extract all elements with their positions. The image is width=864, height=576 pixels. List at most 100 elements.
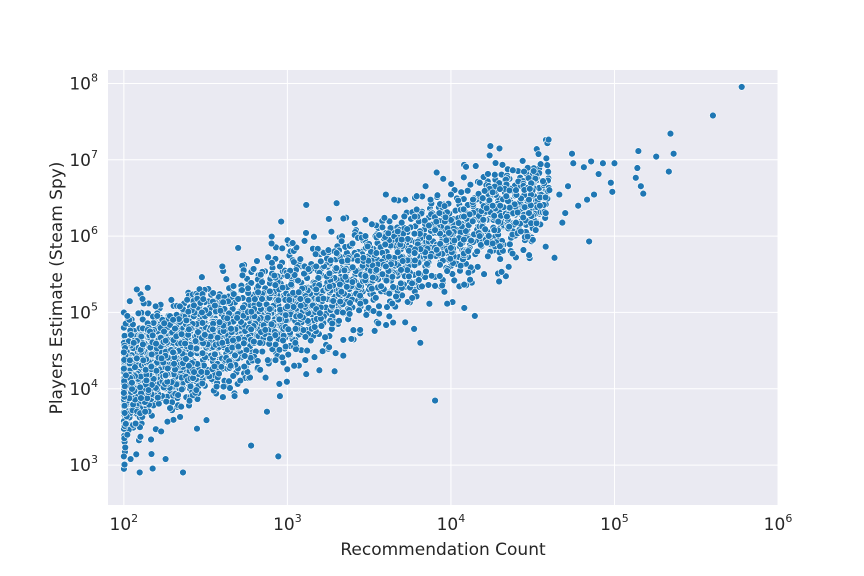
data-point [144,284,152,292]
data-point [431,396,439,405]
data-point [610,159,619,167]
data-point [218,339,227,347]
data-point [436,272,444,280]
data-point [281,311,290,319]
data-point [446,255,454,263]
data-point [288,239,297,247]
y-tick-label: 105 [69,300,98,323]
data-point [423,260,431,268]
data-point [385,217,394,226]
data-point [494,217,502,226]
x-tick-label: 106 [764,512,793,535]
data-point [459,205,468,214]
data-point [476,179,484,187]
data-point [128,379,136,387]
data-point [238,271,247,280]
data-point [131,419,140,428]
data-point [505,222,513,231]
data-point [486,142,495,150]
data-point [219,393,227,401]
data-point [276,392,284,400]
data-point [120,460,129,469]
data-point [460,173,468,182]
data-point [325,343,333,351]
data-point [199,295,207,303]
data-point [432,168,441,177]
data-point [431,282,439,290]
data-point [278,283,287,292]
data-point [212,382,221,391]
data-point [154,393,162,402]
data-point [198,308,206,317]
data-point [401,318,409,327]
data-point [152,339,160,348]
data-point [466,276,474,284]
data-point [209,325,217,334]
data-point [555,190,564,199]
data-point [509,166,517,174]
data-point [128,385,136,393]
x-axis-label: Recommendation Count [340,540,546,560]
data-point [495,144,504,153]
data-point [321,333,329,341]
data-point [240,362,248,371]
data-point [481,187,489,195]
data-point [389,283,397,291]
data-point [435,209,444,217]
data-point [632,174,640,182]
data-point [485,232,493,240]
data-point [460,212,468,221]
data-point [120,389,128,397]
data-point [249,265,258,273]
data-point [479,194,487,202]
data-point [332,199,341,207]
data-point [529,236,537,244]
data-point [251,295,259,303]
data-point [447,190,455,199]
data-point [491,171,499,179]
data-point [639,189,647,198]
data-point [121,443,129,452]
data-point [474,263,482,271]
data-point [337,237,346,245]
data-point [126,455,135,463]
data-point [284,350,292,359]
data-point [443,267,451,275]
data-point [217,363,226,371]
data-point [325,215,333,223]
data-point [244,284,252,292]
data-point [652,152,660,161]
data-point [121,409,129,417]
data-point [550,254,559,262]
data-point [356,326,364,334]
data-point [222,275,231,283]
data-point [131,363,139,371]
data-point [372,249,381,257]
data-point [160,319,168,327]
data-point [240,339,248,347]
data-point [225,377,233,385]
data-point [185,362,193,370]
data-point [307,336,315,345]
data-point [397,218,406,227]
data-point [285,296,294,304]
data-point [460,304,468,312]
data-point [142,376,151,385]
data-point [136,433,145,441]
data-point [193,424,201,433]
data-point [375,231,383,239]
data-point [544,168,552,176]
data-point [162,337,170,345]
data-point [178,385,186,394]
data-point [564,182,572,190]
data-point [230,392,239,400]
data-point [332,249,341,257]
data-point [301,356,310,364]
data-point [147,350,156,359]
data-point [216,307,225,315]
data-point [230,290,238,298]
data-point [370,327,379,335]
data-point [410,212,419,221]
data-point [339,336,347,344]
data-point [197,368,205,376]
